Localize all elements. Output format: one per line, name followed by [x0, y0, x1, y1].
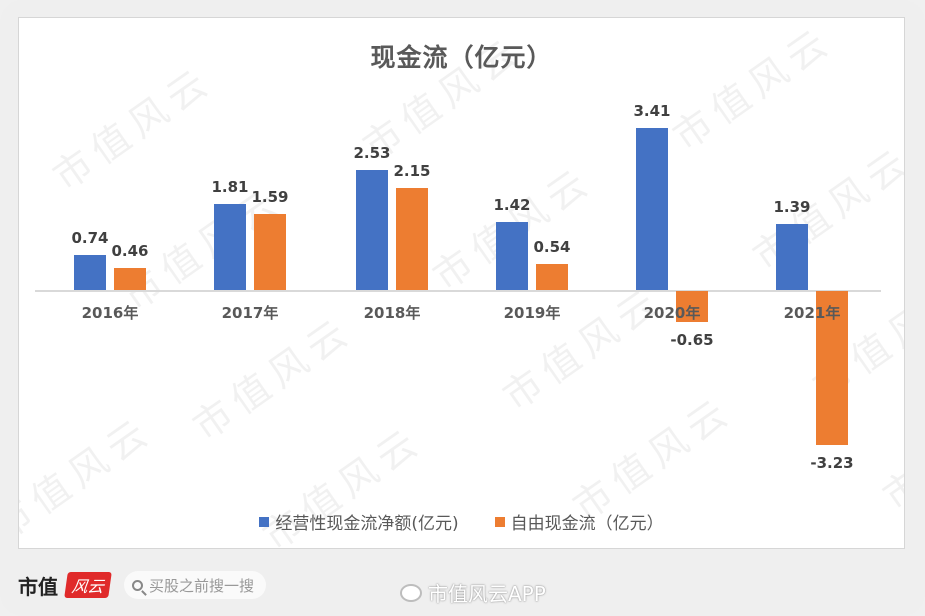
value-label-operating-2021: 1.39: [773, 197, 811, 216]
bar-operating-cashflow-2016: [74, 254, 106, 290]
brand-logo-badge: 风云: [64, 572, 112, 598]
bar-free-cashflow-2018: [396, 187, 428, 290]
weibo-watermark: 市值风云APP: [400, 578, 546, 607]
value-label-operating-2016: 0.74: [71, 228, 109, 247]
value-label-free-2018: 2.15: [393, 161, 431, 180]
value-label-operating-2017: 1.81: [211, 177, 249, 196]
category-label-2019: 2019年: [503, 304, 561, 322]
weibo-watermark-text: 市值风云APP: [428, 582, 546, 606]
bar-free-cashflow-2019: [536, 264, 568, 290]
weibo-icon: [400, 583, 422, 602]
search-box[interactable]: 买股之前搜一搜: [124, 571, 267, 599]
legend-item-free-cashflow: 自由现金流（亿元）: [494, 509, 664, 534]
chart-title: 现金流（亿元）: [370, 43, 553, 72]
chart-container: 市值风云 市值风云 市值风云 市值风云 市值风云 市值风云 市值风云 市值风云 市值风云 市值风云…: [18, 17, 905, 549]
bar-free-cashflow-2017: [254, 214, 286, 290]
value-label-free-2020: -0.65: [670, 330, 714, 349]
bar-operating-cashflow-2021: [776, 223, 808, 290]
category-label-2018: 2018年: [363, 304, 421, 322]
bar-operating-cashflow-2017: [214, 203, 246, 290]
category-label-2016: 2016年: [81, 304, 139, 322]
value-label-free-2021: -3.23: [810, 453, 854, 472]
bar-operating-cashflow-2018: [356, 169, 388, 290]
chart-legend: 经营性现金流净额(亿元) 自由现金流（亿元）: [19, 509, 904, 534]
category-label-2021: 2021年: [783, 304, 841, 322]
value-label-operating-2019: 1.42: [493, 196, 531, 215]
legend-label-free-cashflow: 自由现金流（亿元）: [510, 514, 664, 534]
legend-item-operating-cashflow: 经营性现金流净额(亿元): [259, 509, 459, 534]
bar-free-cashflow-2021: [816, 291, 848, 445]
category-label-2020: 2020年: [643, 304, 701, 322]
x-axis-line: [35, 290, 881, 292]
value-label-free-2016: 0.46: [111, 242, 149, 261]
value-label-operating-2018: 2.53: [353, 143, 391, 162]
plot-area: 0.74 0.46 2016年 1.81 1.59 2017年 2.53 2.1…: [19, 18, 904, 548]
bar-operating-cashflow-2019: [496, 222, 528, 290]
legend-label-operating-cashflow: 经营性现金流净额(亿元): [275, 514, 459, 534]
footer-bar: 市值 风云 买股之前搜一搜: [18, 566, 267, 604]
search-icon: [132, 579, 144, 591]
legend-swatch-blue: [259, 516, 270, 527]
value-label-free-2019: 0.54: [533, 238, 571, 257]
bar-free-cashflow-2020: [676, 291, 708, 322]
brand-logo-text: 市值: [18, 574, 58, 599]
bar-free-cashflow-2016: [114, 268, 146, 290]
search-placeholder: 买股之前搜一搜: [149, 576, 255, 595]
bar-operating-cashflow-2020: [636, 127, 668, 290]
value-label-free-2017: 1.59: [251, 188, 289, 207]
value-label-operating-2020: 3.41: [633, 101, 671, 120]
category-label-2017: 2017年: [221, 304, 279, 322]
legend-swatch-orange: [494, 516, 505, 527]
